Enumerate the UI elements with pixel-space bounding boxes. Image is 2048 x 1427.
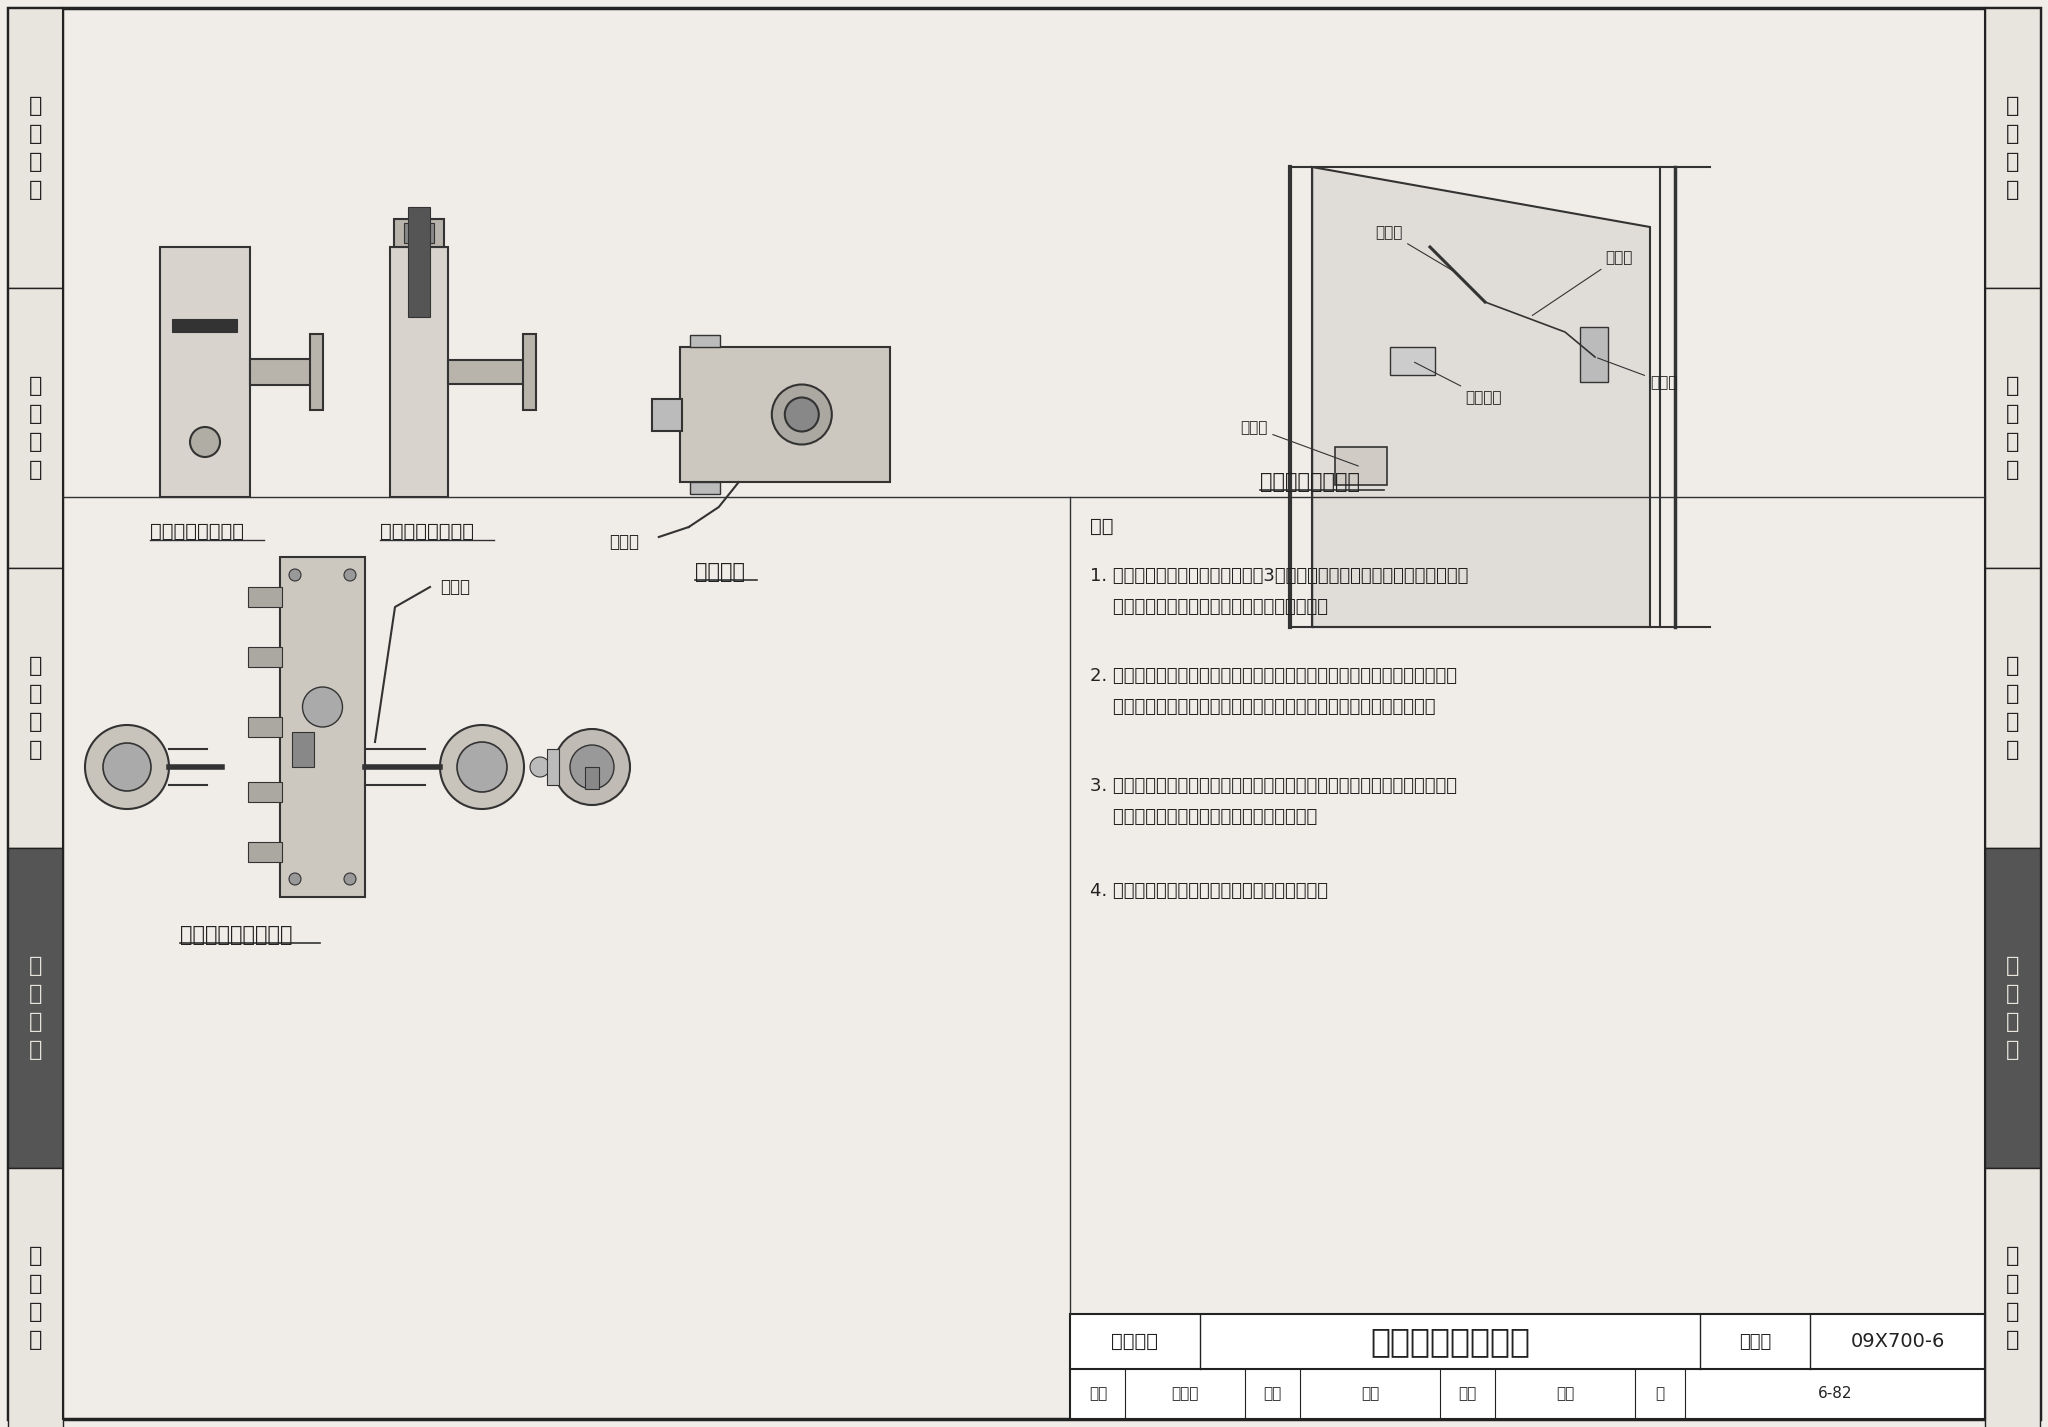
Text: 页: 页 (1655, 1387, 1665, 1401)
Bar (1985, 568, 2040, 848)
Bar (172, 320, 238, 332)
Text: 缆
线
敷
设: 缆 线 敷 设 (29, 656, 43, 761)
Text: 设备安装: 设备安装 (1112, 1331, 1159, 1351)
Text: 接线盒: 接线盒 (1239, 420, 1358, 467)
Text: 4. 电控锁安装要与相关专业配合开孔协调进行。: 4. 电控锁安装要与相关专业配合开孔协调进行。 (1090, 882, 1327, 900)
Bar (690, 335, 721, 347)
Bar (248, 646, 283, 666)
Bar (248, 842, 283, 862)
Bar (8, 9, 63, 288)
Bar (690, 482, 721, 494)
Text: 3. 手动开启电控锁可采用磁卡机等控制开锁，也可用钥匙开锁，开锁后需要
    手动转动把手开门，安装时要配用电合页。: 3. 手动开启电控锁可采用磁卡机等控制开锁，也可用钥匙开锁，开锁后需要 手动转动… (1090, 776, 1456, 826)
Bar (248, 716, 283, 736)
Bar (1985, 9, 2040, 288)
Circle shape (440, 725, 524, 809)
Bar (250, 360, 315, 385)
Text: 电控撞锁: 电控撞锁 (1415, 362, 1501, 405)
Text: 图集号: 图集号 (1739, 1333, 1772, 1350)
Bar (1335, 447, 1386, 485)
Text: 插入磁卡式电控锁: 插入磁卡式电控锁 (150, 522, 244, 541)
Bar (293, 732, 313, 766)
Circle shape (289, 569, 301, 581)
Circle shape (190, 427, 219, 457)
Bar (651, 398, 682, 431)
Bar (1579, 327, 1608, 382)
Text: 校对: 校对 (1264, 1387, 1282, 1401)
Text: 缆
线
敷
设: 缆 线 敷 设 (2005, 656, 2019, 761)
Text: 供
电
电
源: 供 电 电 源 (29, 375, 43, 479)
Text: 注：: 注： (1090, 517, 1114, 537)
Text: 审核: 审核 (1090, 1387, 1108, 1401)
Bar (449, 360, 528, 384)
Bar (547, 749, 559, 785)
Circle shape (569, 745, 614, 789)
Text: 刘希清: 刘希清 (1171, 1387, 1198, 1401)
Bar (403, 223, 434, 243)
Bar (1985, 1169, 2040, 1427)
Text: 防
雷
接
地: 防 雷 接 地 (29, 1246, 43, 1350)
Circle shape (102, 743, 152, 791)
Bar (8, 848, 63, 1169)
Bar (586, 766, 598, 789)
Text: 竖刷磁卡式电控锁: 竖刷磁卡式电控锁 (381, 522, 473, 541)
Bar (8, 568, 63, 848)
Text: 09X700-6: 09X700-6 (1849, 1331, 1946, 1351)
Text: 信号线: 信号线 (608, 534, 639, 551)
Circle shape (303, 686, 342, 726)
Text: 电控撞锁: 电控撞锁 (694, 562, 745, 582)
Bar (160, 247, 250, 497)
Bar (408, 207, 430, 317)
Circle shape (86, 725, 170, 809)
Bar (248, 782, 283, 802)
Text: 电控撞锁安装示意: 电控撞锁安装示意 (1260, 472, 1360, 492)
Text: 朱峰: 朱峰 (1360, 1387, 1378, 1401)
Bar (8, 288, 63, 568)
Bar (393, 218, 444, 247)
Circle shape (555, 729, 631, 805)
Text: 机
房
工
程: 机 房 工 程 (29, 96, 43, 200)
Text: 设计: 设计 (1458, 1387, 1477, 1401)
Text: 电合页: 电合页 (1597, 358, 1677, 390)
Bar (680, 347, 891, 482)
Bar (8, 1169, 63, 1427)
Bar (248, 586, 283, 606)
Text: 五舌电控锁安装示意: 五舌电控锁安装示意 (180, 925, 293, 945)
Bar (1985, 288, 2040, 568)
Text: 设
备
安
装: 设 备 安 装 (29, 956, 43, 1060)
Bar (1069, 1314, 1985, 1418)
Text: 信号线: 信号线 (1532, 250, 1632, 315)
Bar (309, 334, 324, 410)
Bar (281, 557, 365, 898)
Bar (389, 247, 449, 497)
Bar (522, 334, 537, 410)
Text: 6-82: 6-82 (1819, 1387, 1851, 1401)
Circle shape (289, 873, 301, 885)
Text: 设
备
安
装: 设 备 安 装 (2005, 956, 2019, 1060)
Circle shape (344, 873, 356, 885)
Text: 信号线: 信号线 (440, 578, 469, 596)
Bar (1391, 347, 1436, 375)
Circle shape (772, 384, 831, 444)
Text: 柳涌: 柳涌 (1556, 1387, 1575, 1401)
Text: 2. 电控撞锁安装在门扇上面，可就地按钮开锁，也可远距离控制自动开锁，
    安装时要配用电合页。电合页与电控撞锁之间导线要加塑料管保护。: 2. 电控撞锁安装在门扇上面，可就地按钮开锁，也可远距离控制自动开锁， 安装时要… (1090, 666, 1456, 715)
Circle shape (530, 756, 551, 776)
Text: 1. 磁卡门锁通常内置电池，可使用3年，不需外接电源及控制，可独立使用，
    锁体安装在门扇上面，常用于酒店客房使用。: 1. 磁卡门锁通常内置电池，可使用3年，不需外接电源及控制，可独立使用， 锁体安… (1090, 567, 1468, 615)
Polygon shape (1313, 167, 1651, 626)
Text: 防
雷
接
地: 防 雷 接 地 (2005, 1246, 2019, 1350)
Text: 电控锁安装示意图: 电控锁安装示意图 (1370, 1326, 1530, 1359)
Circle shape (457, 742, 508, 792)
Text: 供
电
电
源: 供 电 电 源 (2005, 375, 2019, 479)
Circle shape (784, 398, 819, 431)
Bar (1985, 848, 2040, 1169)
Text: 保护管: 保护管 (1374, 225, 1452, 271)
Text: 机
房
工
程: 机 房 工 程 (2005, 96, 2019, 200)
Circle shape (344, 569, 356, 581)
